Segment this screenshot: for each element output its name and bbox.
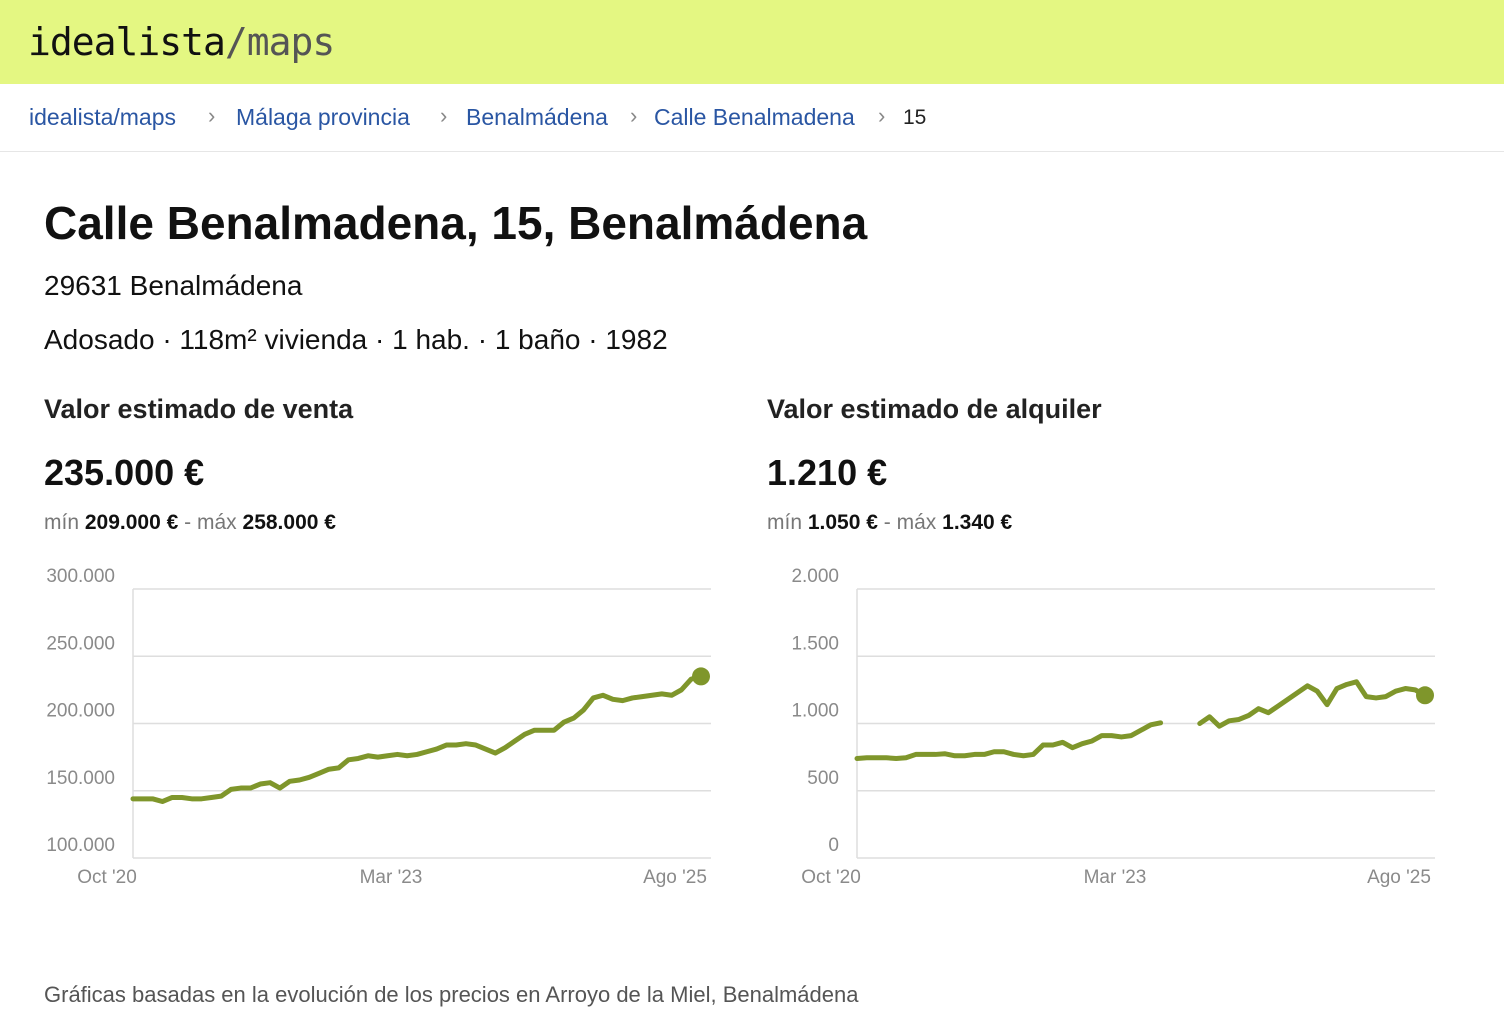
x-tick-label: Ago '25 [1367,867,1431,888]
property-features: Adosado · 118m² vivienda · 1 hab. · 1 ba… [44,324,668,355]
price-line [854,679,1428,761]
max-value: 258.000 € [242,511,336,534]
range-sep: - [883,511,891,534]
breadcrumb-sep: › [208,103,216,128]
page-title: Calle Benalmadena, 15, Benalmádena [44,197,868,249]
x-tick-label: Oct '20 [801,867,861,888]
top-bar: idealista/maps [0,0,1504,84]
y-tick-label: 250.000 [46,633,115,654]
estimate-value: 1.210 € [767,452,888,493]
current-point [692,667,710,686]
breadcrumb-link[interactable]: idealista/maps [29,104,177,130]
footnote: Gráficas basadas en la evolución de los … [44,982,859,1007]
breadcrumb: idealista/maps › Málaga provincia › Bena… [0,84,1504,152]
y-tick-label: 1.000 [791,701,839,722]
breadcrumb-current: 15 [903,106,927,129]
y-tick-label: 0 [828,835,839,856]
logo-sub: maps [246,20,336,64]
chart-title: Valor estimado de venta [44,394,354,424]
x-tick-label: Mar '23 [1084,867,1147,888]
breadcrumb-sep: › [440,103,448,128]
chart-title: Valor estimado de alquiler [767,394,1102,424]
breadcrumb-sep: › [878,103,886,128]
min-value: 1.050 € [807,511,878,534]
breadcrumb-link[interactable]: Calle Benalmadena [654,104,855,130]
logo-sep: / [224,20,248,64]
breadcrumb-link[interactable]: Benalmádena [466,104,608,130]
x-tick-label: Ago '25 [643,867,707,888]
min-label: mín [44,511,80,534]
x-tick-label: Oct '20 [77,867,137,888]
logo-main: idealista [28,20,226,64]
y-tick-label: 300.000 [46,566,115,587]
price-line [130,673,704,805]
y-tick-label: 200.000 [46,701,115,722]
max-label: máx [896,511,937,534]
estimate-range: mín 209.000 € - máx 258.000 € [44,511,336,535]
y-tick-label: 1.500 [791,633,839,654]
breadcrumb-link[interactable]: Málaga provincia [236,104,410,130]
range-sep: - [184,511,192,534]
estimate-range: mín 1.050 € - máx 1.340 € [767,511,1012,535]
breadcrumb-sep: › [630,103,638,128]
x-tick-label: Mar '23 [360,867,423,888]
estimate-value: 235.000 € [44,452,205,493]
max-value: 1.340 € [942,511,1013,534]
max-label: máx [196,511,237,534]
current-point [1416,686,1434,705]
min-label: mín [767,511,803,534]
postal-address: 29631 Benalmádena [44,270,303,301]
min-value: 209.000 € [84,511,179,534]
y-tick-label: 150.000 [46,768,115,789]
logo[interactable]: idealista/maps [28,20,336,64]
y-tick-label: 500 [807,768,839,789]
y-tick-label: 100.000 [46,835,115,856]
y-tick-label: 2.000 [791,566,839,587]
